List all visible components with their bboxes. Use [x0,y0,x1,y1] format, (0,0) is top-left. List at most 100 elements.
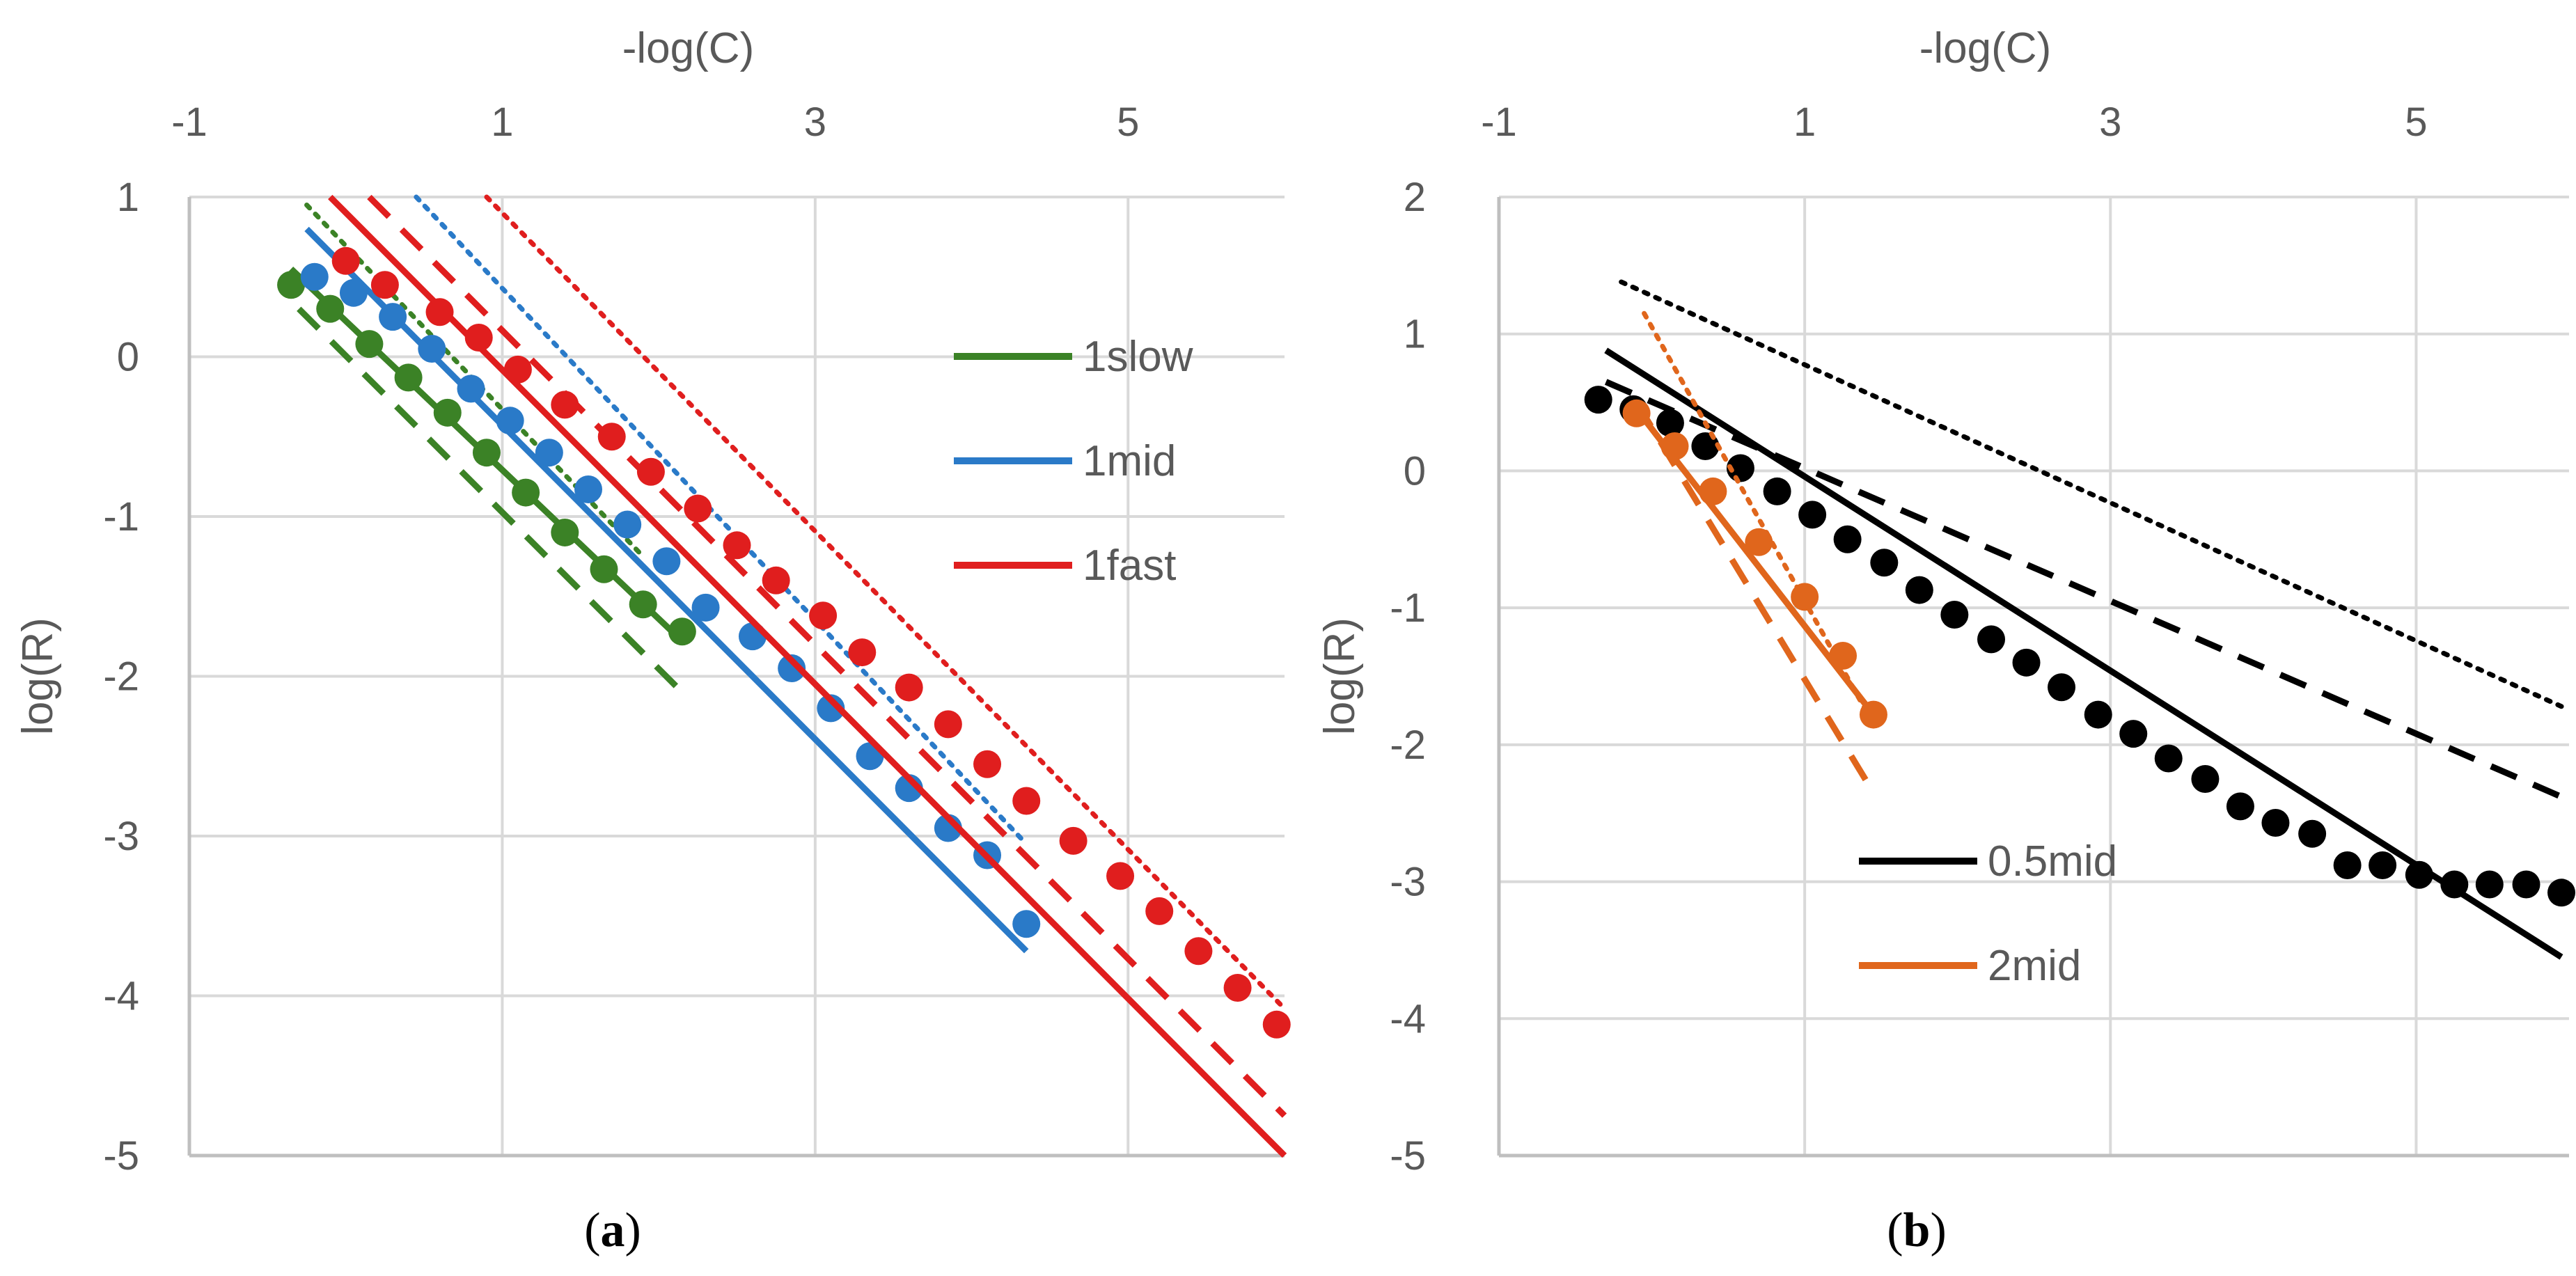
y-tick-label: -4 [103,974,139,1019]
data-point-1slow [277,271,306,299]
data-point-0.5mid [2048,673,2076,702]
legend-label-1fast: 1fast [1083,542,1176,590]
y-tick-label: -3 [1390,860,1426,905]
fit-line-solid-0.5mid [1604,347,2563,960]
x-tick-label: 5 [2405,100,2427,145]
caption-paren-close: ) [625,1204,641,1257]
data-point-0.5mid [1833,525,1862,553]
fit-line-dashed-0.5mid [1604,379,2563,800]
data-point-1fast [723,531,751,560]
data-point-1fast [762,566,790,594]
data-point-1fast [503,355,532,384]
data-point-2mid [1660,432,1689,461]
fit-line-dotted-1fast [484,194,1287,1011]
data-point-0.5mid [2191,765,2220,794]
data-point-0.5mid [1584,386,1612,414]
data-point-0.5mid [1870,549,1899,577]
gridlines [1499,196,2569,1156]
data-point-1mid [1012,910,1041,938]
data-point-0.5mid [1798,501,1827,529]
caption-paren-close: ) [1930,1204,1946,1257]
series-1fast [328,194,1291,1158]
data-point-1mid [574,475,603,503]
legend-label-2mid: 2mid [1988,942,2081,990]
panel-caption: (a) [584,1204,641,1257]
data-point-0.5mid [1656,409,1684,437]
data-point-1slow [668,617,696,646]
fit-line-dashed-1fast [367,194,1287,1118]
data-point-0.5mid [1905,576,1933,604]
data-point-1fast [809,601,838,630]
data-point-1fast [684,494,712,523]
data-point-1fast [973,750,1002,778]
legend-label-1slow: 1slow [1083,333,1193,381]
data-point-1fast [895,673,923,702]
data-point-1fast [370,271,399,299]
data-point-2mid [1699,477,1727,505]
data-point-1fast [1059,826,1087,855]
data-point-0.5mid [2261,808,2290,837]
data-point-0.5mid [2440,870,2469,899]
data-point-1fast [331,246,360,275]
y-tick-label: -3 [103,814,139,859]
fit-line-solid-1fast [328,194,1287,1158]
data-point-1fast [1223,974,1252,1002]
legend: 0.5mid 2mid [1859,837,2117,990]
x-axis-title: -log(C) [1919,24,2051,72]
data-point-1mid [652,547,681,576]
y-axis-title: log(R) [1316,617,1364,735]
data-point-1mid [535,439,563,467]
x-tick-label: 3 [2099,100,2121,145]
data-point-2mid [1791,583,1819,611]
data-point-1slow [551,518,579,546]
data-point-1slow [590,555,618,583]
panel-b: -1 1 3 5 2 1 0 -1 -2 -3 -4 -5 -log(C) log(R) 0.5mid 2mi… [1316,24,2576,1257]
y-tick-label: 1 [1404,312,1426,357]
fit-line-dotted-1mid [414,194,1029,846]
data-point-0.5mid [2226,792,2254,821]
y-tick-label: -2 [103,654,139,700]
x-tick-label: -1 [1481,100,1517,145]
series-2mid [1622,310,1887,795]
fit-line-dashed-2mid [1633,400,1876,795]
y-tick-label: 0 [117,335,139,380]
data-point-0.5mid [2154,744,2183,773]
data-point-0.5mid [2012,648,2041,677]
y-tick-label: -1 [1390,585,1426,631]
data-point-0.5mid [1940,600,1969,629]
legend-label-1mid: 1mid [1083,437,1176,485]
data-point-1slow [472,439,501,467]
data-point-0.5mid [2475,870,2504,899]
data-point-1mid [496,407,524,435]
data-point-1mid [778,654,806,683]
x-tick-label: 5 [1117,100,1139,145]
data-point-0.5mid [2512,870,2540,899]
y-tick-label: 1 [117,175,139,220]
data-point-1fast [464,323,493,352]
panel-caption: (b) [1887,1204,1947,1257]
data-point-1fast [597,423,626,451]
data-point-1fast [1145,897,1174,925]
data-point-0.5mid [1726,454,1754,482]
data-point-1mid [691,593,720,622]
series-1mid [300,194,1041,954]
x-tick-label: 1 [1793,100,1816,145]
data-point-1fast [425,298,454,326]
data-point-2mid [1745,528,1773,556]
x-tick-label: 3 [804,100,826,145]
data-point-0.5mid [2405,860,2433,889]
data-point-1fast [848,638,877,667]
legend: 1slow 1mid 1fast [954,333,1193,590]
x-tick-label: -1 [171,100,207,145]
y-axis-title: log(R) [14,617,62,735]
x-axis-title: -log(C) [622,24,754,72]
data-point-1fast [1106,862,1135,890]
y-tick-label: -5 [1390,1133,1426,1179]
data-point-1slow [433,398,462,427]
caption-paren-open: ( [584,1204,600,1257]
data-point-1fast [1262,1010,1291,1039]
fit-line-dashed-1slow [297,306,685,695]
legend-label-0.5mid: 0.5mid [1988,837,2117,885]
caption-letter: a [601,1204,625,1257]
y-tick-label: -2 [1390,723,1426,768]
